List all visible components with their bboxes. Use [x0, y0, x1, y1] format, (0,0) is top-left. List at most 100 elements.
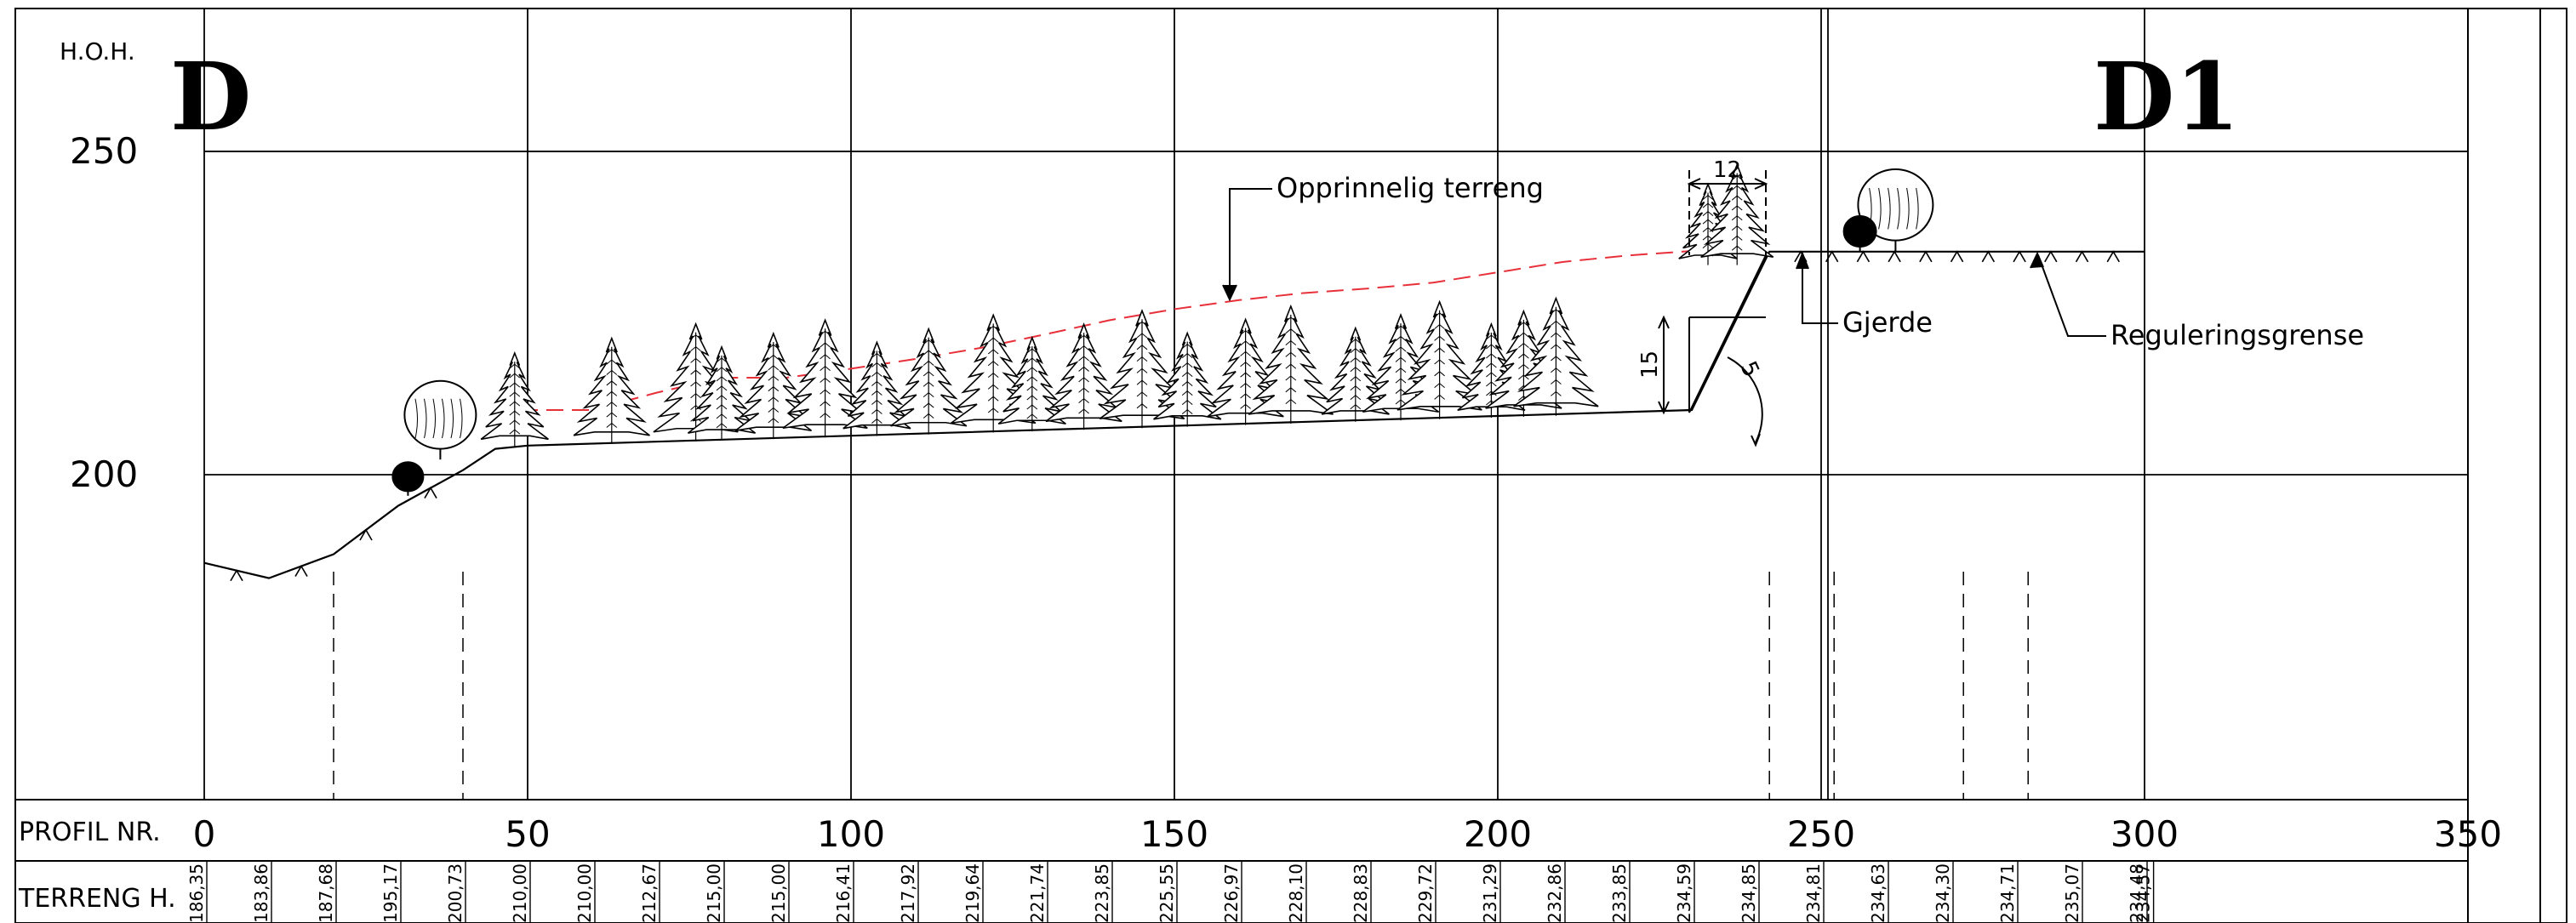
- tree-texture: [509, 429, 521, 435]
- tree-texture: [1434, 347, 1445, 353]
- profile-tick-label: 0: [193, 813, 216, 855]
- tree-texture: [716, 423, 728, 429]
- tree-texture: [1026, 395, 1038, 401]
- tree-texture: [1350, 367, 1362, 373]
- terrain-value: 210,00: [510, 863, 530, 923]
- hatch-mark: [424, 486, 437, 499]
- tree-symbols: [391, 162, 1934, 496]
- hatch-mark: [2044, 250, 2058, 263]
- terrain-value-cell: 217,92: [898, 861, 919, 923]
- tree-texture: [1395, 388, 1407, 394]
- tree-texture: [1285, 363, 1297, 369]
- tree-texture: [1181, 408, 1193, 415]
- hatch-mark: [2106, 250, 2120, 263]
- tree-texture: [820, 389, 831, 395]
- conifer-tree: [1153, 331, 1222, 427]
- hatch-mark: [1919, 250, 1933, 263]
- tree-texture: [1350, 385, 1362, 391]
- section-start-label: D: [170, 42, 251, 151]
- terrain-value: 216,41: [833, 863, 854, 923]
- tree-texture: [1026, 376, 1038, 382]
- terrain-value-cell: 234,71: [1997, 861, 2019, 923]
- tree-crown: [391, 461, 425, 493]
- tree-texture: [1240, 403, 1251, 409]
- hatch-mark: [2075, 250, 2089, 263]
- terrain-value-cell: 186,35: [186, 861, 208, 923]
- tree-texture: [871, 418, 882, 424]
- hatch-mark: [359, 528, 373, 541]
- terrain-value-cell: 183,86: [251, 861, 272, 923]
- tree-texture: [871, 408, 882, 414]
- terrain-value: 234,81: [1803, 863, 1824, 923]
- tree-texture: [768, 365, 780, 371]
- deciduous-tree: [1857, 168, 1934, 252]
- tree-texture: [1888, 187, 1891, 230]
- profile-tick-label: 350: [2434, 813, 2502, 855]
- tree-texture: [1395, 367, 1407, 373]
- terrain-value: 231,29: [1480, 863, 1500, 923]
- tree-texture: [1731, 195, 1743, 201]
- terrain-value: 219,64: [962, 863, 983, 923]
- terrain-value-cell: 187,68: [316, 861, 337, 923]
- terrain-value-cell: 234,85: [1739, 861, 1760, 923]
- tree-texture: [1026, 357, 1038, 363]
- fence-annotation: Gjerde: [1842, 306, 1933, 339]
- terrain-value: 212,67: [639, 863, 660, 923]
- tree-texture: [1026, 348, 1038, 354]
- tree-texture: [1078, 345, 1089, 351]
- terrain-value-cell: 212,67: [639, 861, 660, 923]
- profile-tick-label: 300: [2110, 813, 2179, 855]
- hatch-mark: [1888, 250, 1901, 263]
- tree-texture: [1240, 372, 1251, 378]
- tree-texture: [1078, 397, 1089, 404]
- tree-texture: [1285, 328, 1297, 334]
- tree-texture: [871, 390, 882, 396]
- tree-texture: [1551, 320, 1562, 326]
- conifer-tree: [890, 327, 968, 435]
- tree-texture: [450, 398, 454, 439]
- tree-texture: [1518, 322, 1529, 328]
- tree-texture: [987, 325, 999, 331]
- tree-texture: [1285, 398, 1297, 404]
- tree-texture: [871, 362, 882, 367]
- tree-texture: [1350, 357, 1362, 363]
- tree-texture: [606, 369, 618, 375]
- tree-texture: [442, 398, 445, 439]
- profile-tick-label: 50: [505, 813, 550, 855]
- conifer-tree: [1248, 304, 1334, 424]
- tree-texture: [1702, 202, 1714, 208]
- tree-texture: [820, 413, 831, 419]
- terrain-value-cell: 234,30: [1933, 861, 1954, 923]
- tree-texture: [1731, 174, 1743, 180]
- tree-texture: [1702, 219, 1714, 225]
- tree-texture: [820, 377, 831, 383]
- tree-texture: [1181, 352, 1193, 359]
- profile-tick-label: 200: [1464, 813, 1532, 855]
- conifer-tree: [1321, 326, 1390, 422]
- terrain-value: 215,00: [768, 863, 789, 923]
- tree-texture: [606, 359, 618, 365]
- tree-texture: [1518, 332, 1529, 338]
- tree-texture: [871, 371, 882, 377]
- tree-texture: [509, 373, 521, 379]
- grid-lines: [203, 9, 2468, 800]
- tree-texture: [1136, 321, 1148, 327]
- tree-texture: [1136, 356, 1148, 362]
- tree-texture: [716, 404, 728, 410]
- terrain-value-cell: 234,81: [1803, 861, 1825, 923]
- terrain-height-values: 186,35 183,86 187,68 195,17 200,73 210,00 210,…: [186, 861, 2155, 923]
- tree-texture: [1518, 374, 1529, 380]
- tree-texture: [922, 350, 934, 356]
- tree-texture: [1731, 205, 1743, 211]
- tree-texture: [768, 396, 780, 402]
- tree-texture: [922, 371, 934, 377]
- tree-texture: [690, 393, 701, 399]
- terrain-value-cell: 233,85: [1609, 861, 1631, 923]
- conifer-tree: [1099, 309, 1185, 429]
- hatch-mark: [1950, 250, 1964, 263]
- terrain-value-cell: 234,48: [2127, 861, 2148, 923]
- terrain-value: 232,86: [1545, 863, 1565, 923]
- tree-texture: [414, 398, 418, 439]
- terrain-value: 183,86: [251, 863, 271, 923]
- tree-texture: [690, 381, 701, 387]
